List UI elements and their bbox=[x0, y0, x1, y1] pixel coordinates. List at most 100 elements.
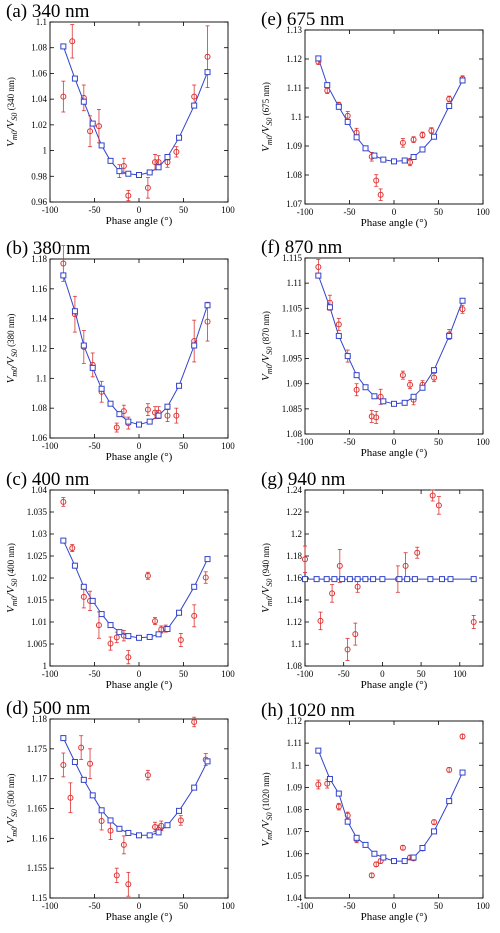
x-tick-label: -100 bbox=[42, 901, 59, 911]
plot-frame bbox=[304, 257, 484, 435]
y-axis-label-part: /V bbox=[5, 585, 17, 597]
model-point bbox=[470, 576, 477, 583]
observed-point bbox=[202, 574, 209, 581]
observed-point bbox=[317, 617, 324, 624]
y-axis-label-part: S0 bbox=[265, 118, 274, 126]
observed-point bbox=[204, 53, 211, 60]
y-tick-label: 1.155 bbox=[27, 863, 48, 873]
model-point bbox=[164, 822, 171, 829]
y-axis-label-part: V bbox=[260, 605, 272, 613]
y-axis-label-part: m0 bbox=[10, 367, 19, 377]
observed-point bbox=[144, 772, 151, 779]
observed-point bbox=[95, 622, 102, 629]
model-point bbox=[396, 576, 403, 583]
x-axis-label: Phase angle (°) bbox=[361, 447, 428, 459]
y-axis-label-part: /V bbox=[5, 816, 17, 828]
model-point bbox=[204, 758, 211, 765]
model-point bbox=[107, 400, 114, 407]
y-tick-label: 1.12 bbox=[286, 54, 302, 64]
observed-point bbox=[144, 572, 151, 579]
model-point bbox=[324, 82, 331, 89]
model-point bbox=[362, 384, 369, 391]
model-point bbox=[80, 776, 87, 783]
x-tick-label: -50 bbox=[338, 669, 350, 679]
observed-point bbox=[446, 766, 453, 773]
model-point bbox=[191, 342, 198, 349]
y-tick-label: 1.085 bbox=[282, 404, 303, 414]
y-tick-label: 1.04 bbox=[286, 893, 302, 903]
x-axis-label: Phase angle (°) bbox=[361, 911, 428, 923]
model-point bbox=[125, 170, 132, 177]
y-tick-label: 1.16 bbox=[31, 833, 47, 843]
y-tick-label: 1.08 bbox=[286, 170, 302, 180]
y-axis-label-part: m0 bbox=[10, 596, 19, 606]
model-point bbox=[404, 576, 411, 583]
model-point bbox=[191, 583, 198, 590]
y-tick-label: 1.115 bbox=[282, 253, 302, 263]
model-point bbox=[107, 817, 114, 824]
model-point bbox=[164, 626, 171, 633]
observed-point bbox=[164, 412, 171, 419]
y-axis-label-part: V bbox=[5, 605, 17, 613]
y-tick-label: 1.09 bbox=[286, 141, 302, 151]
x-tick-label: 0 bbox=[137, 669, 142, 679]
y-tick-label: 1.11 bbox=[287, 83, 302, 93]
model-point bbox=[176, 382, 183, 389]
model-point bbox=[371, 152, 378, 159]
model-point bbox=[191, 784, 198, 791]
model-point bbox=[438, 576, 445, 583]
model-point bbox=[401, 157, 408, 164]
x-tick-label: 0 bbox=[392, 437, 397, 447]
model-point bbox=[353, 134, 360, 141]
plot-frame bbox=[49, 258, 229, 439]
model-point bbox=[446, 102, 453, 109]
y-axis-label: Vm0/VS0 (340 nm) bbox=[5, 77, 19, 147]
panel-title: (f) 870 nm bbox=[261, 237, 342, 258]
y-axis-label-part: /V bbox=[260, 819, 272, 831]
model-point bbox=[60, 272, 67, 279]
observed-point bbox=[177, 637, 184, 644]
x-tick-label: 100 bbox=[476, 437, 490, 447]
model-point bbox=[370, 576, 377, 583]
y-tick-label: 1.18 bbox=[286, 551, 302, 561]
y-tick-label: 1.1 bbox=[291, 639, 302, 649]
observed-point bbox=[368, 872, 375, 879]
observed-point bbox=[120, 163, 127, 169]
model-point bbox=[431, 828, 438, 835]
observed-point bbox=[428, 127, 435, 134]
observed-point bbox=[98, 818, 105, 825]
y-axis-label-part: (340 nm) bbox=[6, 77, 16, 113]
x-tick-label: 100 bbox=[221, 669, 235, 679]
model-point bbox=[60, 537, 67, 544]
model-point bbox=[339, 576, 346, 583]
y-tick-label: 1.16 bbox=[31, 284, 47, 294]
model-point bbox=[344, 118, 351, 125]
y-axis-label: Vm0/VS0 (500 nm) bbox=[5, 774, 19, 844]
x-tick-label: -100 bbox=[297, 207, 314, 217]
y-tick-label: 1.12 bbox=[286, 716, 302, 726]
model-point bbox=[335, 790, 342, 797]
model-point bbox=[323, 576, 330, 583]
x-tick-label: 0 bbox=[137, 205, 142, 215]
y-tick-label: 1 bbox=[43, 146, 48, 156]
model-point bbox=[459, 769, 466, 776]
model-point bbox=[204, 302, 211, 309]
y-axis-label-part: S0 bbox=[10, 349, 19, 357]
y-axis-label-part: S0 bbox=[10, 113, 19, 121]
model-point bbox=[146, 633, 153, 640]
y-axis-label: Vm0/VS0 (400 nm) bbox=[5, 543, 19, 613]
chart-panel-b: (b) 380 nm -100 -50 0 50 100 1.06 1.08 1.1 1.12 1.… bbox=[5, 238, 235, 463]
y-tick-label: 1.16 bbox=[286, 573, 302, 583]
observed-point bbox=[324, 87, 331, 94]
observed-point bbox=[87, 760, 94, 767]
y-axis-label-part: /V bbox=[5, 356, 17, 368]
observed-point bbox=[60, 498, 67, 505]
model-point bbox=[98, 611, 105, 618]
y-tick-label: 1.14 bbox=[286, 595, 302, 605]
observed-point bbox=[399, 844, 406, 851]
observed-point bbox=[336, 562, 343, 569]
observed-point bbox=[173, 148, 180, 155]
model-point bbox=[410, 854, 417, 861]
y-axis-label-part: V bbox=[260, 144, 272, 152]
y-tick-label: 1.08 bbox=[286, 661, 302, 671]
